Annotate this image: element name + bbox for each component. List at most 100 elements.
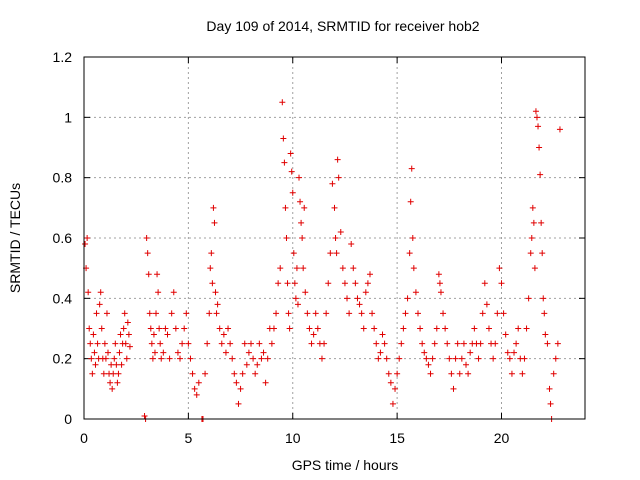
data-point bbox=[542, 331, 549, 338]
y-tick-label: 1.2 bbox=[53, 49, 73, 65]
data-point bbox=[530, 219, 537, 226]
y-tick-label: 0.8 bbox=[53, 170, 73, 186]
chart-title: Day 109 of 2014, SRMTID for receiver hob… bbox=[206, 18, 479, 34]
data-point bbox=[364, 280, 371, 287]
data-point bbox=[308, 340, 315, 347]
data-point bbox=[216, 325, 223, 332]
data-point bbox=[195, 379, 202, 386]
data-point bbox=[325, 280, 332, 287]
data-point bbox=[412, 289, 419, 296]
data-point bbox=[312, 310, 319, 317]
data-point bbox=[375, 355, 382, 362]
data-point bbox=[222, 349, 229, 356]
data-point bbox=[98, 325, 105, 332]
data-point bbox=[143, 235, 150, 241]
data-point bbox=[179, 340, 186, 347]
data-point bbox=[435, 271, 442, 278]
data-point bbox=[348, 241, 355, 248]
data-point bbox=[110, 370, 117, 377]
data-point bbox=[209, 280, 216, 287]
data-point bbox=[444, 340, 451, 347]
x-tick-label: 10 bbox=[285, 430, 301, 446]
data-point bbox=[218, 340, 225, 347]
data-point bbox=[481, 280, 488, 287]
data-point bbox=[396, 355, 403, 362]
data-point bbox=[392, 385, 399, 392]
data-point bbox=[450, 385, 457, 392]
data-point bbox=[185, 340, 192, 347]
data-point bbox=[225, 325, 232, 332]
data-point bbox=[291, 280, 298, 287]
data-point bbox=[425, 361, 432, 368]
data-point bbox=[419, 340, 426, 347]
data-point bbox=[275, 280, 282, 287]
data-point bbox=[202, 370, 209, 377]
data-point bbox=[371, 325, 378, 332]
data-point bbox=[172, 325, 179, 332]
data-point bbox=[408, 165, 415, 172]
data-point bbox=[496, 265, 503, 272]
data-point bbox=[471, 325, 478, 332]
data-point bbox=[91, 349, 98, 356]
x-tick-label: 15 bbox=[389, 430, 405, 446]
data-point bbox=[369, 310, 376, 317]
data-point bbox=[532, 108, 539, 115]
data-point bbox=[147, 325, 154, 332]
y-tick-label: 1 bbox=[64, 109, 72, 125]
data-point bbox=[536, 144, 543, 151]
data-point bbox=[212, 289, 219, 296]
data-point bbox=[525, 295, 532, 302]
data-point bbox=[283, 235, 290, 241]
data-point bbox=[125, 331, 132, 338]
data-point bbox=[332, 235, 339, 241]
x-tick-label: 5 bbox=[184, 430, 192, 446]
data-point bbox=[341, 280, 348, 287]
data-point bbox=[281, 159, 288, 166]
data-point bbox=[290, 250, 297, 257]
data-point bbox=[318, 355, 325, 362]
data-point bbox=[331, 204, 338, 211]
data-point bbox=[117, 331, 124, 338]
data-point bbox=[258, 355, 265, 362]
data-point bbox=[421, 349, 428, 356]
data-point bbox=[296, 174, 303, 181]
data-point bbox=[157, 340, 164, 347]
data-point bbox=[286, 325, 293, 332]
data-point bbox=[105, 349, 112, 356]
data-point bbox=[301, 204, 308, 211]
data-point bbox=[302, 289, 309, 296]
data-point bbox=[181, 325, 188, 332]
data-point bbox=[346, 310, 353, 317]
data-point bbox=[344, 295, 351, 302]
data-point bbox=[500, 310, 507, 317]
data-point bbox=[124, 319, 131, 326]
data-point bbox=[292, 295, 299, 302]
data-point bbox=[540, 295, 547, 302]
data-point bbox=[84, 235, 91, 241]
data-point bbox=[151, 349, 158, 356]
data-point bbox=[429, 355, 436, 362]
x-tick-label: 20 bbox=[494, 430, 510, 446]
data-point bbox=[94, 340, 101, 347]
data-point bbox=[394, 370, 401, 377]
data-point bbox=[191, 385, 198, 392]
data-point bbox=[329, 180, 336, 187]
data-point bbox=[252, 370, 259, 377]
data-point bbox=[541, 310, 548, 317]
y-axis-tick-labels: 0 0.2 0.4 0.6 0.8 1 1.2 bbox=[53, 49, 73, 427]
data-point bbox=[410, 265, 417, 272]
data-point bbox=[519, 370, 526, 377]
data-point bbox=[298, 219, 305, 226]
data-point bbox=[521, 355, 528, 362]
data-point bbox=[409, 235, 416, 241]
data-point bbox=[356, 301, 363, 308]
data-point bbox=[299, 235, 306, 241]
data-point bbox=[170, 289, 177, 296]
data-point bbox=[208, 250, 215, 257]
data-point bbox=[112, 340, 119, 347]
data-point bbox=[350, 265, 357, 272]
data-point bbox=[85, 289, 92, 296]
data-point bbox=[506, 355, 513, 362]
data-point bbox=[415, 310, 421, 317]
x-tick-label: 0 bbox=[80, 430, 88, 446]
